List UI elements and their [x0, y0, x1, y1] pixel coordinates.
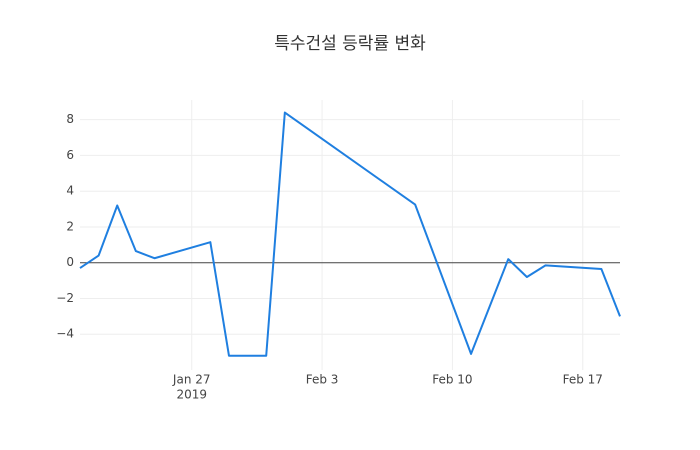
y-tick-label: 0 [66, 255, 74, 269]
y-tick-label: 2 [66, 219, 74, 233]
x-tick-label: Jan 27 [172, 373, 211, 387]
x-tick-label: Feb 10 [432, 373, 472, 387]
chart-title: 특수건설 등락률 변화 [274, 34, 426, 54]
y-tick-label: 4 [66, 184, 74, 198]
y-tick-label: 8 [66, 112, 74, 126]
x-tick-label: Feb 3 [306, 373, 339, 387]
y-tick-label: −2 [56, 291, 74, 305]
y-tick-label: 6 [66, 148, 74, 162]
x-year-label: 2019 [176, 388, 207, 402]
x-tick-label: Feb 17 [563, 373, 603, 387]
y-tick-label: −4 [56, 327, 74, 341]
line [79, 111, 621, 357]
